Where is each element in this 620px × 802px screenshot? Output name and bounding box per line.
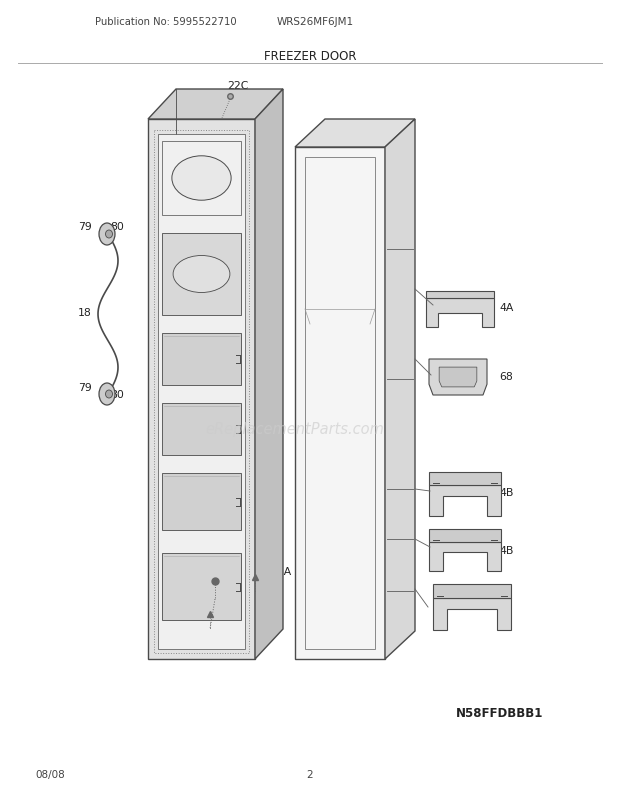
Polygon shape bbox=[429, 359, 487, 395]
Polygon shape bbox=[385, 119, 415, 659]
Polygon shape bbox=[162, 473, 241, 530]
Text: 11: 11 bbox=[193, 102, 207, 111]
Text: WRS26MF6JM1: WRS26MF6JM1 bbox=[277, 17, 353, 27]
Ellipse shape bbox=[105, 231, 112, 239]
Text: 2: 2 bbox=[307, 769, 313, 779]
Ellipse shape bbox=[99, 224, 115, 245]
Polygon shape bbox=[429, 472, 501, 485]
Text: 18: 18 bbox=[78, 308, 92, 318]
Polygon shape bbox=[429, 485, 501, 516]
Ellipse shape bbox=[105, 391, 112, 399]
Polygon shape bbox=[433, 585, 511, 598]
Polygon shape bbox=[162, 233, 241, 316]
Text: 4A: 4A bbox=[499, 302, 513, 313]
Polygon shape bbox=[148, 90, 283, 119]
Ellipse shape bbox=[173, 256, 230, 294]
Text: eReplacementParts.com: eReplacementParts.com bbox=[206, 422, 384, 437]
Text: 1: 1 bbox=[400, 172, 407, 183]
Polygon shape bbox=[148, 119, 255, 659]
Text: 21A: 21A bbox=[175, 611, 197, 622]
Polygon shape bbox=[162, 334, 241, 386]
Text: 79: 79 bbox=[78, 383, 92, 392]
Polygon shape bbox=[295, 148, 385, 659]
Polygon shape bbox=[429, 529, 501, 542]
Polygon shape bbox=[439, 367, 477, 387]
Polygon shape bbox=[158, 135, 245, 649]
Text: 4B: 4B bbox=[499, 545, 513, 555]
Text: 22C: 22C bbox=[227, 81, 249, 91]
Ellipse shape bbox=[172, 156, 231, 201]
Text: 79: 79 bbox=[78, 221, 92, 232]
Ellipse shape bbox=[99, 383, 115, 406]
Text: Publication No: 5995522710: Publication No: 5995522710 bbox=[95, 17, 237, 27]
Text: 4B: 4B bbox=[499, 488, 513, 497]
Text: N58FFDBBB1: N58FFDBBB1 bbox=[456, 707, 544, 719]
Text: 80: 80 bbox=[110, 221, 124, 232]
Polygon shape bbox=[433, 598, 511, 630]
Polygon shape bbox=[162, 403, 241, 456]
Polygon shape bbox=[255, 90, 283, 659]
Text: 22A: 22A bbox=[270, 566, 291, 577]
Text: 80: 80 bbox=[110, 390, 124, 399]
Polygon shape bbox=[295, 119, 415, 148]
Polygon shape bbox=[429, 542, 501, 571]
Text: 68: 68 bbox=[499, 371, 513, 382]
Text: 08/08: 08/08 bbox=[35, 769, 64, 779]
Polygon shape bbox=[162, 553, 241, 620]
Text: FREEZER DOOR: FREEZER DOOR bbox=[264, 51, 356, 63]
Text: 13A: 13A bbox=[175, 574, 197, 585]
Polygon shape bbox=[426, 292, 494, 299]
Polygon shape bbox=[426, 299, 494, 327]
